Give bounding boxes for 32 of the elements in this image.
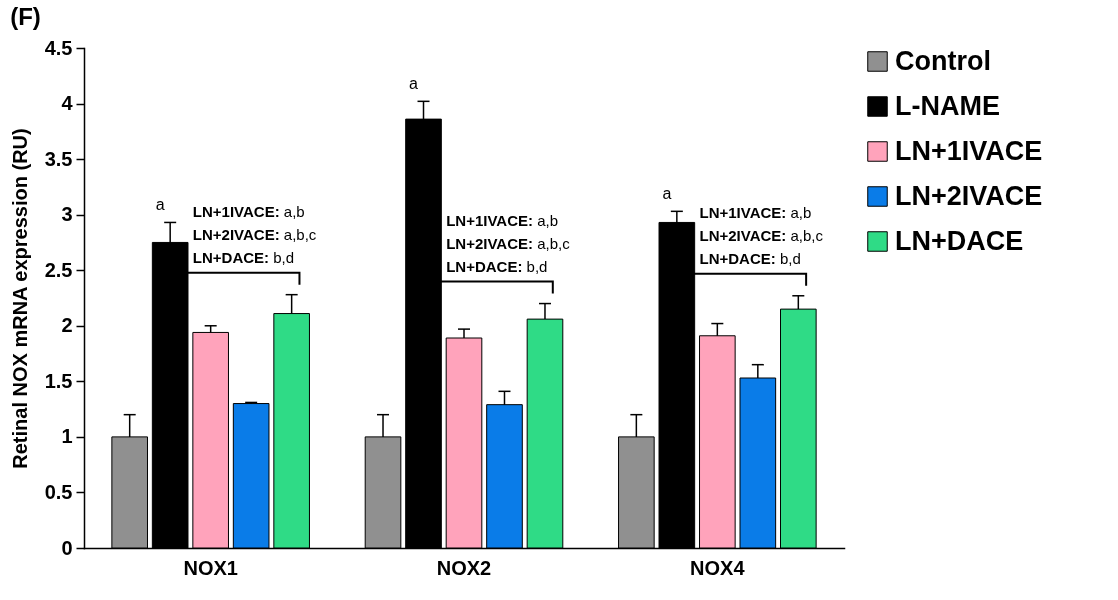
legend-label: L-NAME	[895, 90, 1000, 121]
annotation: LN+DACE: b,d	[192, 248, 295, 266]
y-tick-label: 2	[61, 314, 73, 337]
legend-label: LN+2IVACE	[895, 180, 1043, 211]
legend-label: Control	[895, 45, 991, 76]
annotation: LN+DACE: b,d	[446, 257, 548, 275]
y-tick-label: 0.5	[44, 480, 73, 503]
y-tick-label: 4.5	[44, 36, 73, 59]
y-axis-title: Retinal NOX mRNA expression (RU)	[8, 128, 31, 469]
legend-label: LN+1IVACE	[895, 135, 1043, 166]
y-tick-label: 1	[61, 425, 73, 448]
x-tick-label: NOX1	[183, 556, 238, 579]
annotation: LN+DACE: b,d	[699, 249, 801, 267]
annotation: LN+1IVACE: a,b	[446, 211, 559, 229]
y-tick-label: 2.5	[44, 258, 73, 281]
y-tick-label: 0	[61, 536, 73, 559]
annotation: a	[662, 185, 672, 203]
annotation: LN+1IVACE: a,b	[699, 203, 812, 221]
annotation: LN+1IVACE: a,b	[192, 202, 305, 220]
y-tick-label: 1.5	[44, 369, 73, 392]
x-tick-label: NOX2	[436, 556, 492, 579]
chart-title: (F)	[10, 3, 41, 30]
x-tick-label: NOX4	[690, 556, 746, 579]
y-tick-label: 3	[61, 203, 73, 226]
legend-label: LN+DACE	[895, 225, 1024, 256]
annotation: LN+2IVACE: a,b,c	[192, 225, 317, 243]
y-tick-label: 3.5	[44, 147, 73, 170]
annotation: LN+2IVACE: a,b,c	[699, 226, 824, 244]
y-tick-label: 4	[61, 92, 74, 115]
annotation: LN+2IVACE: a,b,c	[446, 234, 571, 252]
annotation: a	[409, 75, 419, 93]
annotation: a	[155, 196, 165, 214]
